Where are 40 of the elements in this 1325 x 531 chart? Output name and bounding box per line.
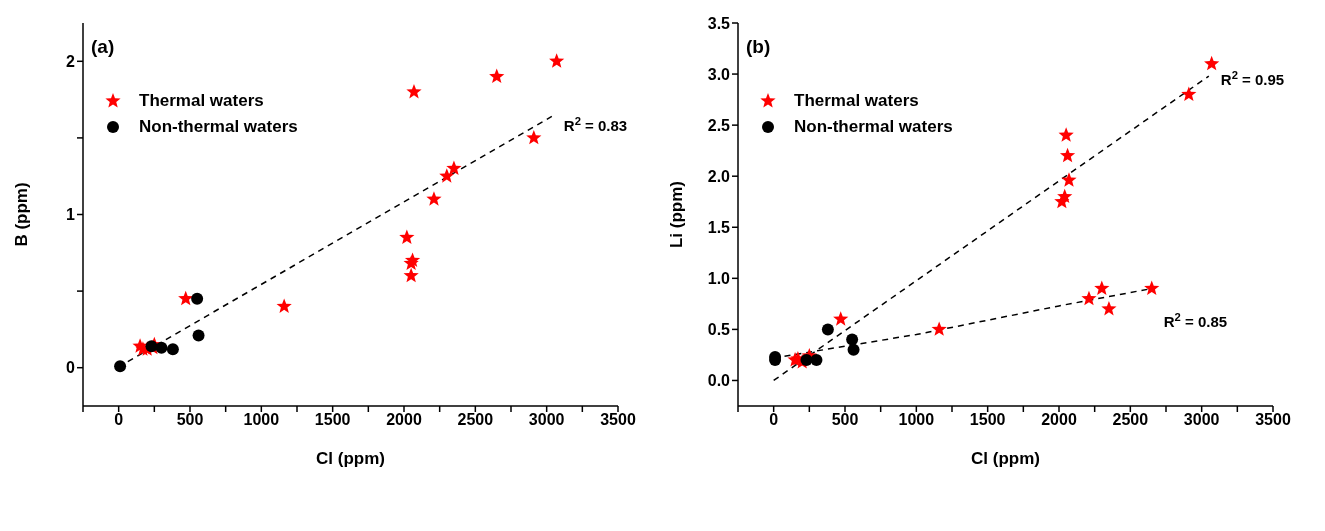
- y-tick-label: 1.0: [707, 270, 731, 288]
- y-tick-label: 3.0: [707, 65, 731, 83]
- annotation: R$^{2}$ = 0.83: [563, 115, 628, 135]
- x-tick-label: 1000: [243, 411, 280, 429]
- text: (b): [746, 36, 771, 57]
- y-axis-title: Li (ppm): [667, 180, 687, 249]
- y-tick-label: 0.5: [707, 321, 731, 339]
- x-tick-label: 1000: [898, 411, 935, 429]
- y-axis-title: B (ppm): [12, 182, 32, 247]
- y-tick-label: 3.5: [707, 14, 731, 32]
- legend-label: Non-thermal waters: [794, 117, 953, 137]
- x-tick-label: 3500: [1255, 411, 1291, 429]
- legend-label: Thermal waters: [794, 91, 919, 111]
- y-tick-label: 0.0: [707, 372, 731, 390]
- y-tick-label: 2: [66, 52, 76, 70]
- x-tick-label: 1500: [314, 411, 351, 429]
- x-tick-label: 3000: [1183, 411, 1220, 429]
- x-tick-label: 2500: [1112, 411, 1149, 429]
- y-tick-label: 2.0: [707, 167, 731, 185]
- legend-label: Non-thermal waters: [139, 117, 298, 137]
- x-tick-label: 2000: [386, 411, 422, 429]
- y-tick-label: 1: [66, 206, 76, 224]
- annotation: R$^{2}$ = 0.85: [1163, 310, 1228, 330]
- x-tick-label: 500: [176, 411, 204, 429]
- x-tick-label: 0: [769, 411, 779, 429]
- x-tick-label: 2000: [1041, 411, 1077, 429]
- legend-label: Thermal waters: [139, 91, 264, 111]
- x-tick-label: 3500: [600, 411, 636, 429]
- y-tick-label: 2.5: [707, 116, 731, 134]
- x-tick-label: 500: [831, 411, 859, 429]
- y-tick-label: 1.5: [707, 218, 731, 236]
- x-axis-title: Cl (ppm): [971, 449, 1040, 468]
- annotation: R$^{2}$ = 0.95: [1220, 69, 1285, 89]
- text: (a): [91, 36, 115, 57]
- x-axis-title: Cl (ppm): [316, 449, 385, 468]
- y-tick-label: 0: [66, 359, 76, 377]
- x-tick-label: 1500: [969, 411, 1006, 429]
- x-tick-label: 3000: [528, 411, 565, 429]
- x-tick-label: 0: [114, 411, 124, 429]
- x-tick-label: 2500: [457, 411, 494, 429]
